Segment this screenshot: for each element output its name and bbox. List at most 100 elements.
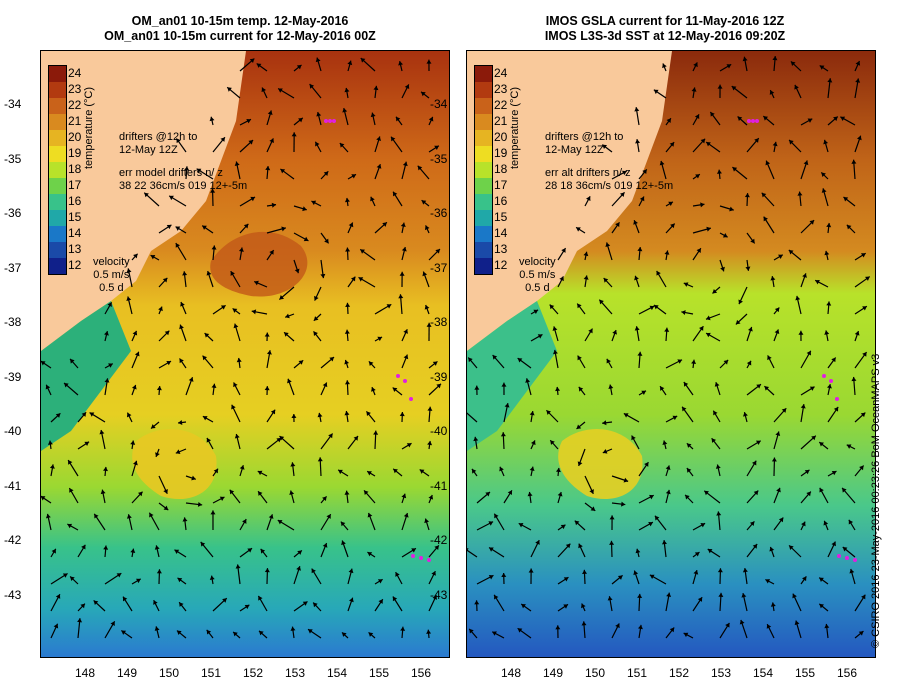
velocity-arrowhead (763, 116, 768, 121)
velocity-arrowhead (229, 489, 235, 495)
colorbar-tick-label: 19 (68, 146, 82, 160)
velocity-arrowhead (244, 604, 250, 610)
velocity-arrowhead (77, 618, 83, 623)
velocity-arrowhead (683, 282, 689, 287)
velocity-arrowhead (399, 271, 405, 276)
velocity-arrowhead (755, 440, 761, 445)
velocity-arrowhead (488, 575, 494, 580)
y-tick-label-right: -41 (430, 478, 448, 493)
velocity-arrowhead (428, 116, 434, 122)
velocity-arrowhead (289, 490, 295, 496)
velocity-arrowhead (202, 225, 207, 230)
velocity-arrowhead (467, 548, 469, 551)
velocity-arrowhead (745, 266, 751, 271)
velocity-arrowhead (602, 448, 608, 454)
velocity-arrowhead (290, 626, 296, 631)
velocity-arrowhead (819, 577, 824, 582)
velocity-arrowhead (723, 359, 729, 365)
velocity-arrowhead (521, 603, 526, 609)
velocity-arrowhead (668, 201, 673, 207)
velocity-arrowhead (267, 110, 273, 116)
velocity-arrowhead (277, 520, 283, 525)
colorbar-tick-label: 24 (494, 66, 508, 80)
velocity-arrowhead (315, 57, 321, 63)
velocity-arrowhead (735, 319, 741, 325)
velocity-arrowhead (631, 435, 636, 441)
velocity-arrowhead (264, 332, 270, 337)
velocity-arrowhead (578, 543, 583, 549)
velocity-arrowhead (806, 491, 811, 497)
velocity-arrowhead (706, 142, 711, 147)
velocity-arrowhead (297, 550, 302, 555)
velocity-arrowhead (62, 573, 68, 578)
velocity-arrowhead (742, 56, 748, 62)
velocity-arrowhead (776, 487, 781, 493)
velocity-arrowhead (400, 222, 406, 227)
velocity-arrowhead (720, 266, 725, 272)
velocity-arrowhead (471, 468, 477, 474)
velocity-arrowhead (256, 63, 262, 68)
velocity-arrowhead (291, 132, 297, 137)
velocity-arrowhead (637, 593, 643, 598)
velocity-arrowhead (302, 206, 307, 212)
velocity-arrowhead (424, 225, 430, 231)
velocity-arrowhead (555, 625, 561, 630)
velocity-arrowhead (320, 273, 326, 279)
colorbar-tick-label: 23 (494, 82, 508, 96)
velocity-arrowhead (499, 466, 504, 472)
drifters-note: drifters @12h to 12-May 12Z (545, 131, 624, 156)
velocity-arrowhead (435, 249, 440, 254)
velocity-arrowhead (386, 304, 392, 309)
velocity-arrowhead (623, 477, 629, 483)
velocity-arrowhead (323, 171, 329, 176)
velocity-arrowhead (108, 363, 113, 368)
velocity-arrowhead (210, 188, 216, 193)
velocity-arrowhead (209, 116, 215, 122)
velocity-arrowhead (81, 412, 87, 417)
velocity-arrowhead (345, 247, 351, 252)
velocity-arrowhead (210, 510, 216, 515)
velocity-arrowhead (402, 161, 408, 167)
velocity-arrowhead (619, 192, 625, 197)
velocity-arrowhead (315, 141, 320, 147)
velocity-arrowhead (366, 411, 371, 417)
colorbar-tick-label: 13 (494, 242, 508, 256)
velocity-arrows (41, 57, 442, 639)
velocity-arrowhead (376, 136, 381, 142)
velocity-arrowhead (344, 87, 350, 93)
velocity-arrowhead (700, 202, 705, 208)
y-tick-label-right: -39 (430, 369, 448, 384)
velocity-arrowhead (404, 84, 410, 90)
velocity-arrowhead (716, 511, 722, 516)
velocity-arrowhead (290, 462, 296, 467)
velocity-arrowhead (179, 358, 184, 364)
velocity-arrowhead (468, 357, 473, 363)
velocity-arrowhead (831, 470, 837, 476)
velocity-arrowhead (390, 136, 396, 142)
velocity-arrowhead (222, 598, 227, 603)
velocity-arrowhead (367, 552, 373, 557)
velocity-arrowhead (231, 404, 236, 410)
velocity-arrowhead (770, 602, 776, 607)
velocity-arrowhead (421, 200, 427, 205)
velocity-arrowhead (603, 277, 609, 283)
velocity-arrowhead (191, 475, 196, 481)
velocity-arrowhead (204, 333, 210, 338)
velocity-arrowhead (765, 160, 771, 166)
velocity-arrowhead (432, 595, 437, 600)
velocity-arrowhead (164, 330, 170, 336)
velocity-arrowhead (104, 378, 110, 383)
velocity-arrowhead (398, 294, 404, 299)
velocity-arrowhead (378, 599, 383, 604)
velocity-arrowhead (623, 413, 629, 418)
velocity-arrowhead (206, 271, 212, 276)
velocity-arrowhead (641, 390, 647, 395)
velocity-arrowhead (236, 357, 242, 363)
velocity-arrowhead (563, 604, 568, 609)
velocity-arrowhead (807, 118, 813, 123)
velocity-arrowhead (249, 58, 255, 64)
velocity-arrowhead (339, 143, 345, 148)
velocity-arrowhead (694, 552, 700, 557)
drifter-tracks (324, 119, 431, 562)
y-tick-label-right: -42 (430, 533, 448, 547)
